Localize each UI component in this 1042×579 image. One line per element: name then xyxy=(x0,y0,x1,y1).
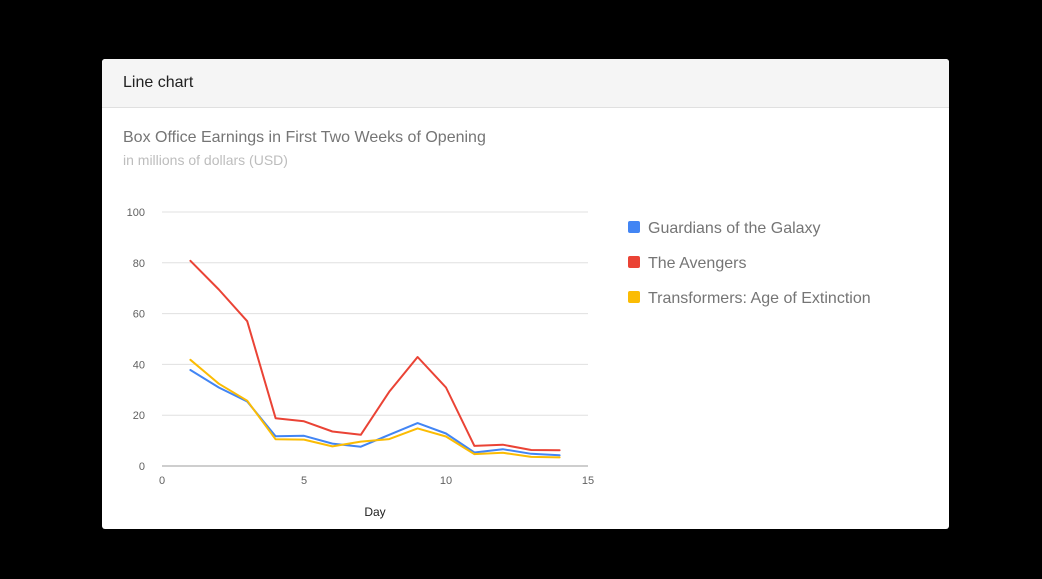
legend-swatch xyxy=(628,255,640,268)
chart-legend: Guardians of the Galaxy The Avengers Trans… xyxy=(628,211,871,316)
legend-swatch xyxy=(628,220,640,233)
y-tick-label: 60 xyxy=(133,309,145,321)
x-axis-title: Day xyxy=(364,505,385,519)
legend-label: The Avengers xyxy=(648,254,747,272)
line-chart: 0 20 40 60 80 100 0 5 10 15 Day xyxy=(127,207,594,519)
series-line xyxy=(189,259,561,452)
legend-item: Transformers: Age of Extinction xyxy=(628,281,871,316)
legend-item: The Avengers xyxy=(628,246,871,281)
legend-label: Guardians of the Galaxy xyxy=(648,219,821,237)
series-line xyxy=(189,358,561,459)
x-tick-label: 15 xyxy=(582,475,594,487)
x-tick-label: 0 xyxy=(159,475,165,487)
x-tick-label: 10 xyxy=(440,475,452,487)
legend-item: Guardians of the Galaxy xyxy=(628,211,871,246)
card-header: Line chart xyxy=(102,59,949,108)
legend-swatch xyxy=(628,290,640,303)
y-tick-label: 20 xyxy=(133,410,145,422)
chart-subtitle: in millions of dollars (USD) xyxy=(123,152,288,168)
x-tick-label: 5 xyxy=(301,475,307,487)
y-tick-label: 80 xyxy=(133,258,145,270)
y-tick-label: 0 xyxy=(139,461,145,473)
legend-label: Transformers: Age of Extinction xyxy=(648,289,871,307)
chart-card: Line chart Box Office Earnings in First … xyxy=(102,59,949,529)
y-tick-label: 40 xyxy=(133,359,145,371)
y-tick-label: 100 xyxy=(127,207,145,219)
chart-title: Box Office Earnings in First Two Weeks o… xyxy=(123,129,486,146)
